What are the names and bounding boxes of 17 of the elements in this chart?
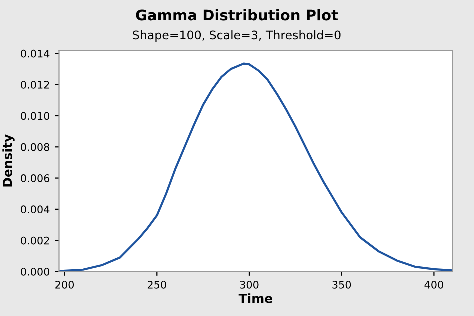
x-tick-label: 350 — [332, 280, 352, 289]
y-tick-label: 0.004 — [21, 206, 50, 214]
x-tick-label: 250 — [148, 280, 166, 289]
y-tick-label: 0.010 — [21, 112, 50, 120]
x-tick-label: 200 — [56, 280, 74, 289]
chart-title: Gamma Distribution Plot — [136, 9, 338, 21]
y-tick-label: 0.012 — [21, 81, 50, 89]
x-axis-title: Time — [238, 294, 273, 304]
y-tick-label: 0.008 — [21, 143, 50, 152]
chart-subtitle: Shape=100, Scale=3, Threshold=0 — [133, 30, 341, 42]
x-tick-label: 400 — [424, 280, 444, 289]
y-tick-label: 0.000 — [21, 268, 50, 276]
y-axis-title: Density — [2, 134, 15, 187]
y-tick-label: 0.006 — [21, 174, 50, 182]
y-tick-label: 0.014 — [21, 50, 50, 58]
y-tick-label: 0.002 — [21, 236, 50, 245]
x-tick-label: 300 — [240, 280, 259, 289]
